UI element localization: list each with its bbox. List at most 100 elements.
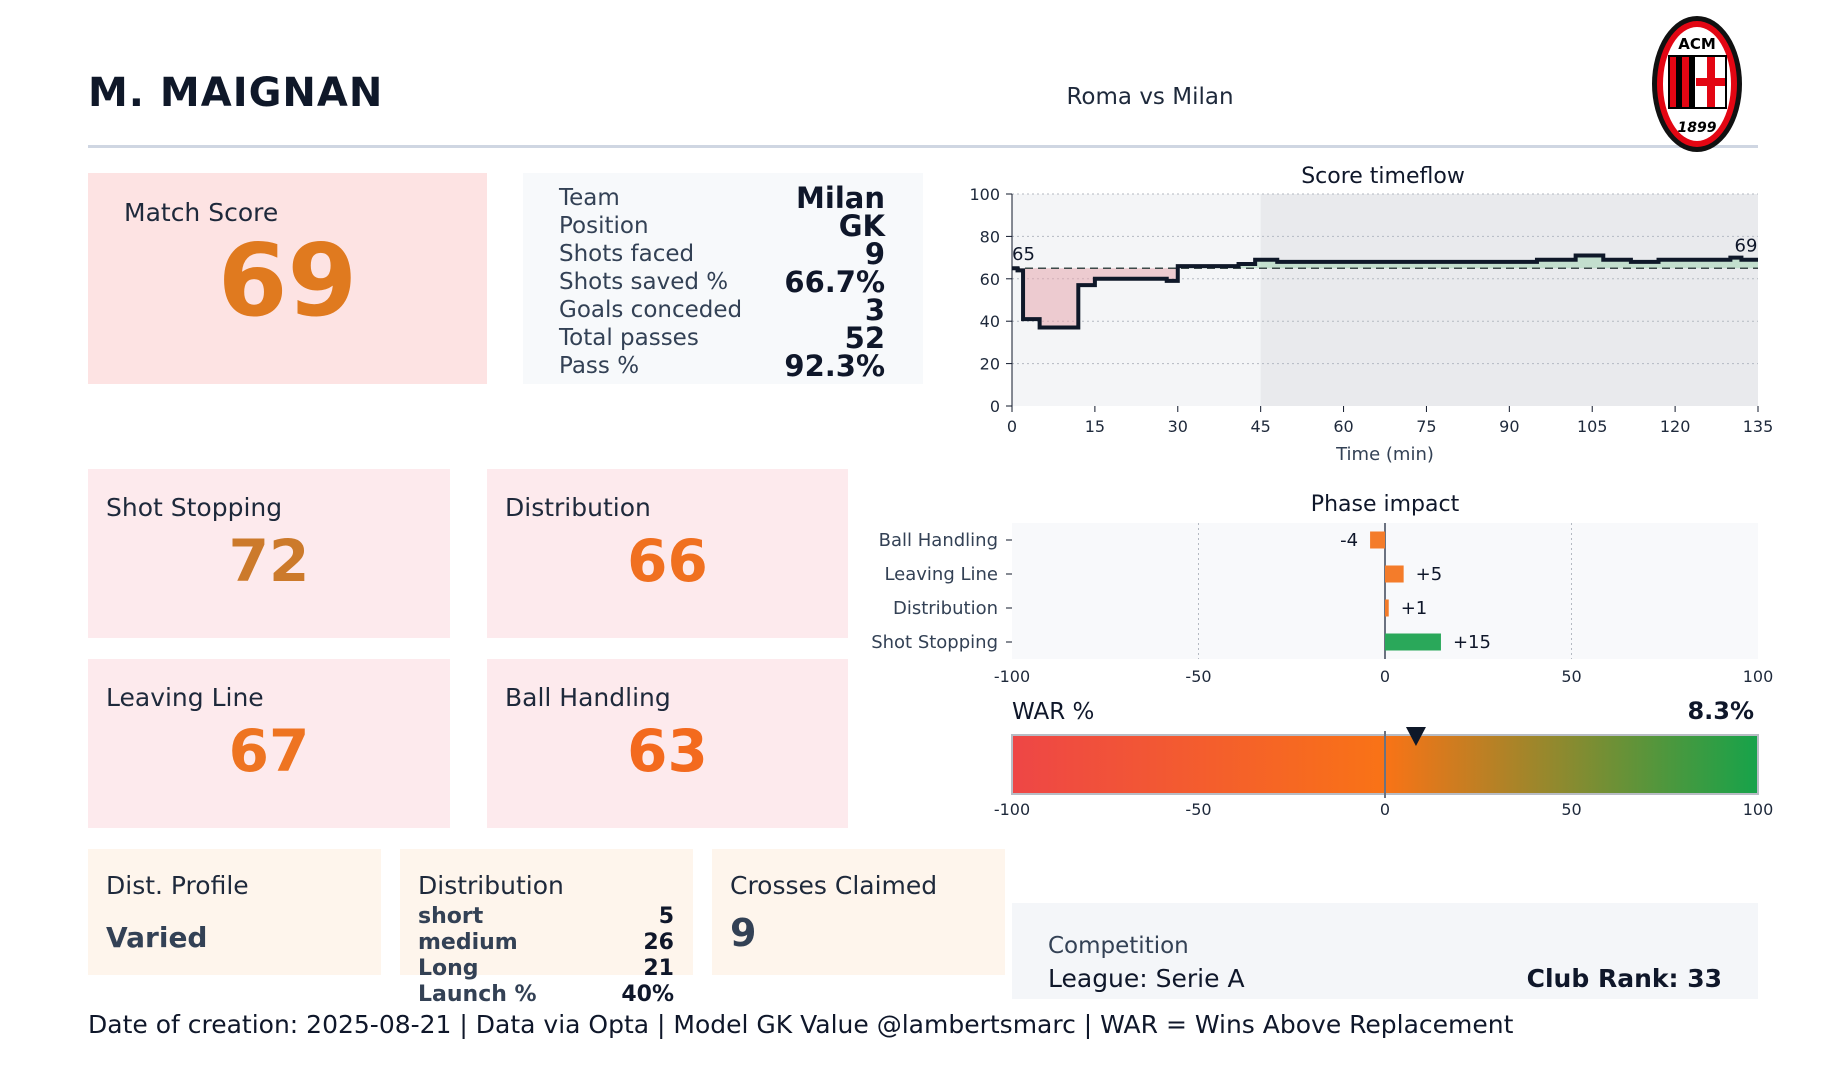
subscore-value: 66 xyxy=(627,527,708,595)
dist-profile-label: Dist. Profile xyxy=(106,871,249,900)
war-x-tick-label: 100 xyxy=(1743,800,1774,819)
ac-milan-crest-icon: ACM 1899 xyxy=(1652,16,1742,152)
info-row-pass-pct: Pass % 92.3% xyxy=(559,349,885,383)
subscore-label: Distribution xyxy=(505,493,651,522)
match-score-value: 69 xyxy=(217,222,358,339)
war-x-tick-label: -100 xyxy=(994,800,1030,819)
timeflow-y-tick-label: 40 xyxy=(980,312,1000,331)
info-row-goals-conceded: Goals conceded 3 xyxy=(559,293,885,327)
info-value: 92.3% xyxy=(784,349,885,383)
info-value: 66.7% xyxy=(784,265,885,299)
phase-bar xyxy=(1385,633,1441,651)
crest-top-text: ACM xyxy=(1678,35,1716,53)
subscore-card-ball-handling: Ball Handling 63 xyxy=(487,659,848,828)
info-row-shots-saved: Shots saved % 66.7% xyxy=(559,265,885,299)
timeflow-y-tick-label: 60 xyxy=(980,270,1000,289)
competition-card: Competition League: Serie A Club Rank: 3… xyxy=(1012,903,1758,999)
crest-bottom-text: 1899 xyxy=(1678,120,1717,136)
header-divider xyxy=(88,145,1758,148)
distribution-row-value: 5 xyxy=(658,904,674,929)
phase-x-tick-label: 50 xyxy=(1561,667,1581,686)
distribution-label: Distribution xyxy=(418,871,564,900)
subscore-card-leaving-line: Leaving Line 67 xyxy=(88,659,450,828)
phase-bar xyxy=(1370,531,1385,549)
crosses-claimed-value: 9 xyxy=(730,911,757,955)
phase-impact-chart: Phase impact Ball Handling -4 Leaving Line… xyxy=(871,492,1773,686)
timeflow-y-tick-label: 80 xyxy=(980,227,1000,246)
distribution-row-medium: medium 26 xyxy=(418,930,674,955)
crosses-claimed-label: Crosses Claimed xyxy=(730,871,938,900)
footer-credits: Date of creation: 2025-08-21 | Data via … xyxy=(88,1010,1514,1039)
info-label: Total passes xyxy=(559,325,699,351)
match-title: Roma vs Milan xyxy=(1066,84,1234,110)
phase-category-label: Ball Handling xyxy=(879,530,998,551)
crest-stripe xyxy=(1682,56,1689,108)
phase-x-tick-label: -100 xyxy=(994,667,1030,686)
timeflow-title: Score timeflow xyxy=(1301,164,1465,189)
phase-title: Phase impact xyxy=(1311,492,1460,517)
distribution-row-long: Long 21 xyxy=(418,956,674,981)
subscore-card-shot-stopping: Shot Stopping 72 xyxy=(88,469,450,638)
phase-category-label: Leaving Line xyxy=(884,564,998,585)
phase-x-tick-label: 100 xyxy=(1743,667,1774,686)
info-label: Team xyxy=(559,185,620,211)
subscore-label: Leaving Line xyxy=(106,683,264,712)
crest-stripe xyxy=(1676,56,1682,108)
distribution-row-launch: Launch % 40% xyxy=(418,982,674,1007)
subscore-card-distribution: Distribution 66 xyxy=(487,469,848,638)
phase-x-tick-label: 0 xyxy=(1380,667,1390,686)
war-marker-icon xyxy=(1405,727,1426,746)
timeflow-x-tick-label: 135 xyxy=(1743,417,1774,436)
crest-cross xyxy=(1696,78,1726,86)
timeflow-x-tick-label: 0 xyxy=(1007,417,1017,436)
info-label: Pass % xyxy=(559,353,640,379)
war-gauge: WAR % 8.3% -100 -50 0 50 100 xyxy=(994,697,1773,819)
war-x-tick-label: -50 xyxy=(1185,800,1211,819)
dist-profile-card: Dist. Profile Varied xyxy=(88,849,381,975)
dist-profile-value: Varied xyxy=(106,921,208,954)
info-row-shots-faced: Shots faced 9 xyxy=(559,237,885,271)
info-row-position: Position GK xyxy=(559,209,885,243)
phase-value-label: +15 xyxy=(1453,632,1491,653)
score-line xyxy=(1012,253,1758,330)
phase-x-tick-label: -50 xyxy=(1185,667,1211,686)
info-label: Shots saved % xyxy=(559,269,729,295)
subscore-value: 72 xyxy=(228,527,310,595)
player-info-table: Team Milan Position GK Shots faced 9 Shots … xyxy=(523,173,923,384)
timeflow-x-tick-label: 75 xyxy=(1416,417,1436,436)
timeflow-x-tick-label: 120 xyxy=(1660,417,1691,436)
timeflow-end-label: 69 xyxy=(1735,236,1758,257)
war-title: WAR % xyxy=(1012,699,1094,725)
below-baseline-fill xyxy=(1012,268,1758,328)
timeflow-x-tick-label: 90 xyxy=(1499,417,1519,436)
phase-value-label: -4 xyxy=(1340,530,1358,551)
subscore-value: 63 xyxy=(627,717,708,785)
player-name: M. MAIGNAN xyxy=(88,70,384,116)
info-label: Shots faced xyxy=(559,241,695,267)
subscore-label: Ball Handling xyxy=(505,683,671,712)
phase-value-label: +5 xyxy=(1416,564,1443,585)
timeflow-x-tick-label: 30 xyxy=(1168,417,1188,436)
match-score-label: Match Score xyxy=(124,198,279,227)
distribution-row-value: 21 xyxy=(643,956,674,981)
info-row-team: Team Milan xyxy=(559,181,885,215)
phase-category-label: Shot Stopping xyxy=(871,632,998,653)
phase-value-label: +1 xyxy=(1401,598,1428,619)
competition-value: League: Serie A xyxy=(1048,964,1245,993)
war-value-label: 8.3% xyxy=(1687,697,1754,725)
info-value: GK xyxy=(838,209,885,243)
distribution-card: Distribution xyxy=(400,849,693,975)
timeflow-xlabel: Time (min) xyxy=(1335,444,1434,465)
timeflow-start-label: 65 xyxy=(1012,244,1035,265)
phase-bar xyxy=(1385,565,1404,583)
score-timeflow-chart: Score timeflow 65 69 0 20 40 60 80 100 0 15 30 45… xyxy=(969,164,1773,465)
timeflow-y-tick-label: 100 xyxy=(969,185,1000,204)
distribution-row-label: medium xyxy=(418,930,518,955)
distribution-row-label: Long xyxy=(418,956,479,981)
timeflow-x-tick-label: 105 xyxy=(1577,417,1608,436)
distribution-row-value: 40% xyxy=(621,982,674,1007)
timeflow-x-tick-label: 60 xyxy=(1333,417,1353,436)
distribution-row-label: short xyxy=(418,904,484,929)
info-row-total-passes: Total passes 52 xyxy=(559,321,885,355)
